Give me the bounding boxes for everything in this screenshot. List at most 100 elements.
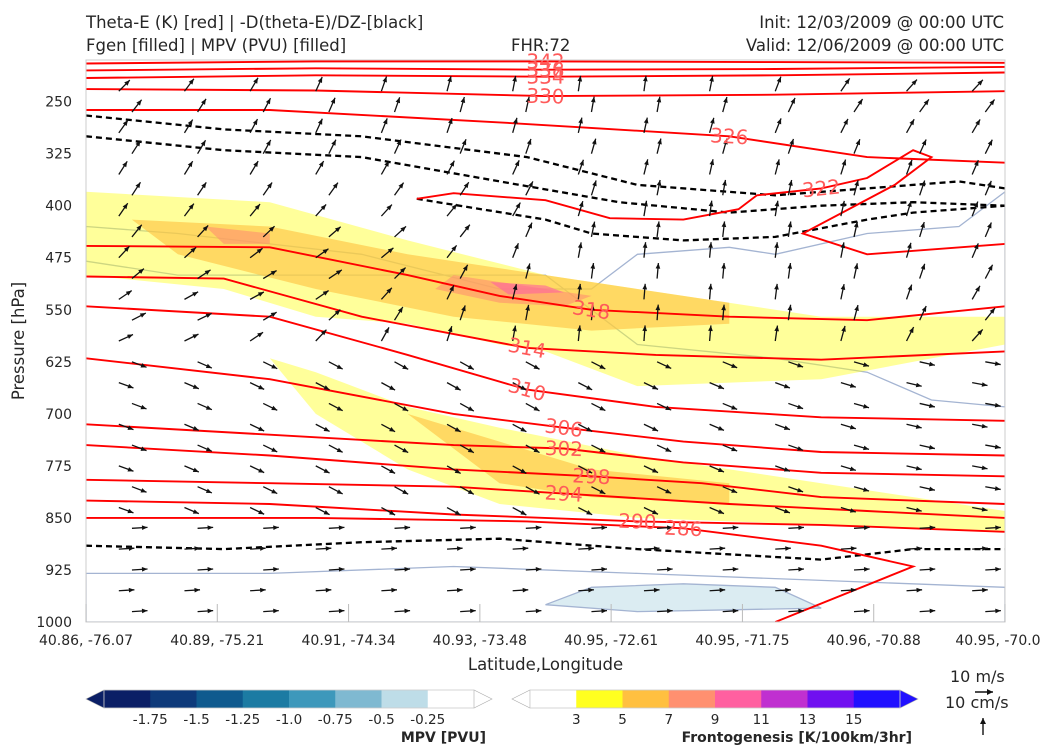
x-tick-7: 40.95, -70.0 xyxy=(955,633,1040,649)
y-tick-250: 250 xyxy=(45,95,72,111)
wind-arrowhead-221 xyxy=(863,404,869,408)
wind-arrowhead-49 xyxy=(592,139,596,145)
wind-arrowhead-329 xyxy=(601,567,607,572)
wind-arrowhead-300 xyxy=(536,525,542,530)
wind-arrowhead-332 xyxy=(798,567,804,572)
fgen-colorbar-tick-2: 7 xyxy=(664,712,673,728)
wind-arrowhead-314 xyxy=(523,546,529,551)
fgen-colorbar-tick-3: 9 xyxy=(711,712,720,728)
x-tick-2: 40.91, -74.34 xyxy=(302,633,396,649)
wind-arrowhead-248 xyxy=(797,446,803,450)
wind-arrowhead-298 xyxy=(404,525,410,530)
fgen-colorbar-title: Frontogenesis [K/100km/3hr] xyxy=(682,730,912,746)
wind-arrowhead-322 xyxy=(142,567,148,572)
wind-arrowhead-207 xyxy=(850,383,856,387)
mpv-colorbar-bin-0 xyxy=(104,690,151,708)
mpv-colorbar-bin-5 xyxy=(335,690,382,708)
wind-arrowhead-279 xyxy=(995,486,1001,491)
mpv-colorbar-bin-3 xyxy=(243,690,290,708)
fgen-colorbar-tick-4: 11 xyxy=(753,712,770,728)
wind-arrowhead-67 xyxy=(842,160,846,166)
theta-e-label-326: 326 xyxy=(710,123,750,149)
fgen-colorbar-tick-1: 5 xyxy=(618,712,627,728)
wind-arrowhead-108 xyxy=(788,222,793,228)
wind-arrowhead-75 xyxy=(464,182,469,188)
mpv-colorbar-left-extend xyxy=(86,690,104,708)
wind-arrowhead-73 xyxy=(333,183,338,189)
wind-arrowhead-313 xyxy=(457,546,463,551)
x-axis-label: Latitude,Longitude xyxy=(468,655,623,674)
wind-arrowhead-196 xyxy=(127,384,133,388)
dthetae-dz-contour-0 xyxy=(86,116,1005,196)
wind-arrowhead-9 xyxy=(709,76,714,82)
wind-arrowhead-21 xyxy=(591,97,596,103)
wind-arrowhead-299 xyxy=(470,525,476,530)
wind-arrowhead-79 xyxy=(722,180,727,186)
wind-arrowhead-71 xyxy=(201,182,206,188)
wind-arrowhead-318 xyxy=(785,546,791,551)
y-tick-475: 475 xyxy=(45,251,72,267)
wind-arrowhead-52 xyxy=(789,139,793,145)
theta-e-label-330: 330 xyxy=(526,84,565,109)
colorbars: -1.75 -1.5 -1.25 -1.0 -0.75 -0.5 -0.25 MPV [PVU… xyxy=(86,690,918,746)
wind-arrowhead-277 xyxy=(863,487,869,491)
mpv-colorbar-bin-2 xyxy=(197,690,244,708)
wind-arrowhead-219 xyxy=(731,405,737,409)
wind-arrowhead-235 xyxy=(850,425,856,429)
y-tick-325: 325 xyxy=(45,147,72,163)
wind-arrowhead-94 xyxy=(775,201,780,207)
wind-arrowhead-140 xyxy=(126,291,132,296)
wind-arrowhead-78 xyxy=(657,180,662,186)
wind-arrowhead-11 xyxy=(845,78,850,84)
wind-arrowhead-323 xyxy=(208,567,214,572)
wind-arrowhead-265 xyxy=(982,465,988,470)
wind-arrowhead-317 xyxy=(720,546,726,551)
wind-arrowhead-304 xyxy=(798,525,804,530)
mpv-colorbar-title: MPV [PVU] xyxy=(401,730,486,746)
fgen-colorbar-right-extend xyxy=(900,690,918,708)
x-tick-1: 40.89, -75.21 xyxy=(170,633,264,649)
wind-arrowhead-303 xyxy=(733,525,739,530)
wind-arrowhead-266 xyxy=(141,488,147,492)
wind-key: 10 m/s 10 cm/s xyxy=(945,667,1009,735)
wind-arrowhead-252 xyxy=(127,467,133,471)
fgen-colorbar-bin-2 xyxy=(623,690,670,708)
mpv-colorbar-tick-5: -0.5 xyxy=(368,712,394,728)
wind-arrowhead-72 xyxy=(267,182,272,188)
wind-arrowhead-63 xyxy=(579,160,583,166)
wind-arrowhead-18 xyxy=(396,97,400,103)
wind-arrowhead-234 xyxy=(784,426,790,430)
fgen-colorbar-tick-0: 3 xyxy=(572,712,581,728)
wind-arrowhead-324 xyxy=(273,567,279,572)
mpv-colorbar-tick-1: -1.5 xyxy=(183,712,209,728)
x-tick-5: 40.95, -71.75 xyxy=(695,633,789,649)
wind-arrowhead-91 xyxy=(579,201,583,207)
theta-e-label-322: 322 xyxy=(801,174,842,202)
fgen-colorbar-bin-7 xyxy=(854,690,901,708)
fgen-colorbar-tick-5: 13 xyxy=(799,712,816,728)
mpv-region-1 xyxy=(86,567,1005,623)
wind-key-vertical-arrowhead xyxy=(980,718,986,724)
mpv-colorbar-bin-4 xyxy=(289,690,336,708)
wind-arrowhead-262 xyxy=(784,467,790,471)
fgen-colorbar-bin-4 xyxy=(715,690,762,708)
wind-arrowhead-333 xyxy=(864,567,870,572)
wind-arrowhead-32 xyxy=(383,118,387,124)
wind-arrowhead-334 xyxy=(930,567,936,572)
fgen-colorbar-bin-3 xyxy=(669,690,716,708)
mpv-colorbar-tick-0: -1.75 xyxy=(133,712,168,728)
fgen-colorbar-bin-5 xyxy=(761,690,808,708)
wind-arrowhead-22 xyxy=(657,97,662,103)
theta-e-label-286: 286 xyxy=(664,516,703,542)
x-tick-6: 40.96, -70.88 xyxy=(827,633,921,649)
cross-section-chart: 3423383343303263223183143103063022982942… xyxy=(0,0,1050,750)
theta-e-label-310: 310 xyxy=(505,373,548,407)
wind-arrowhead-68 xyxy=(908,160,912,166)
mpv-colorbar-tick-2: -1.25 xyxy=(225,712,260,728)
y-tick-850: 850 xyxy=(45,511,72,527)
wind-arrowhead-25 xyxy=(858,99,863,105)
wind-arrowhead-210 xyxy=(141,405,147,409)
wind-arrowhead-315 xyxy=(588,546,594,551)
wind-arrowhead-309 xyxy=(194,546,200,551)
wind-arrowhead-294 xyxy=(142,525,148,530)
